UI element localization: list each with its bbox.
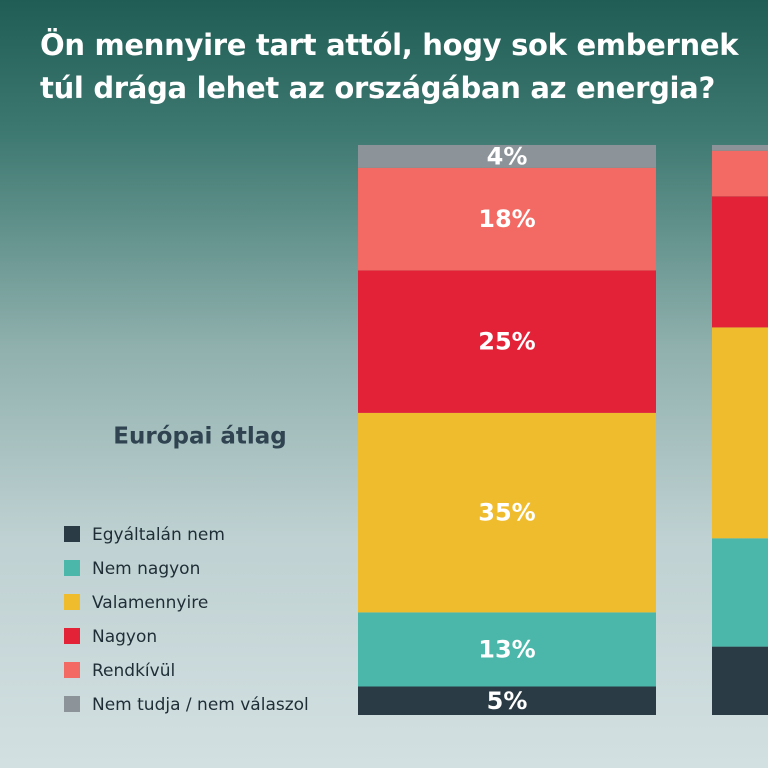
- legend-label: Egyáltalán nem: [92, 525, 225, 545]
- legend-swatch: [64, 526, 80, 542]
- bar-segment: [358, 686, 656, 715]
- bar-segment: [358, 270, 656, 413]
- bar-segment: [712, 150, 768, 197]
- bar-segment: [358, 145, 656, 168]
- bar-segment: [712, 196, 768, 328]
- value-label: 25%: [478, 328, 535, 356]
- legend-label: Nem nagyon: [92, 559, 200, 579]
- legend-label: Rendkívül: [92, 661, 175, 681]
- value-label: 4%: [487, 142, 528, 170]
- legend-swatch: [64, 662, 80, 678]
- bar-segment: [358, 612, 656, 687]
- bar-segment: [712, 327, 768, 539]
- bar-segment: [712, 538, 768, 647]
- value-label: 35%: [478, 499, 535, 527]
- legend-swatch: [64, 696, 80, 712]
- legend-label: Nem tudja / nem válaszol: [92, 695, 309, 715]
- category-label: Európai átlag: [113, 424, 287, 450]
- chart-title: Ön mennyire tart attól, hogy sok emberne…: [40, 28, 739, 105]
- legend-swatch: [64, 594, 80, 610]
- legend-swatch: [64, 560, 80, 576]
- bar-segment: [712, 646, 768, 715]
- bar-segment: [358, 167, 656, 271]
- legend-swatch: [64, 628, 80, 644]
- legend-label: Nagyon: [92, 627, 157, 647]
- bar-segment: [358, 412, 656, 613]
- value-label: 5%: [487, 687, 528, 715]
- legend-label: Valamennyire: [92, 593, 208, 613]
- value-label: 13%: [478, 635, 535, 663]
- bar-segment: [712, 145, 768, 151]
- value-label: 18%: [478, 205, 535, 233]
